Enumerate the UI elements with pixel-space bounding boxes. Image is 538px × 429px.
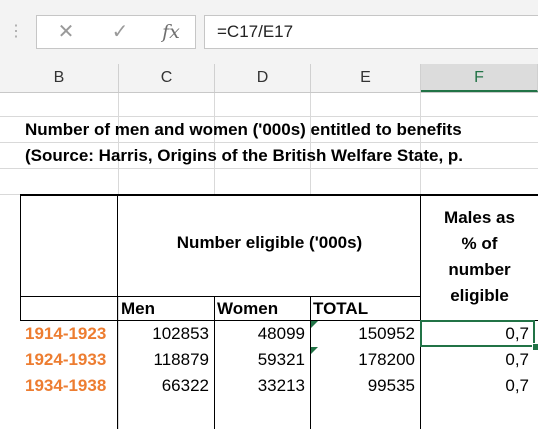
women-cell[interactable]: 33213 [257, 376, 305, 395]
sheet-title: Number of men and women ('000s) entitled… [25, 120, 462, 139]
column-header-c[interactable]: C [119, 64, 215, 92]
ratio-cell[interactable]: 0,7 [505, 376, 529, 395]
period-cell[interactable]: 1934-1938 [25, 376, 107, 395]
women-cell[interactable]: 48099 [257, 324, 305, 343]
insert-function-icon[interactable]: fx [162, 21, 180, 43]
formula-input[interactable]: =C17/E17 [204, 15, 538, 49]
column-header-f[interactable]: F [421, 64, 538, 92]
error-indicator-icon[interactable] [311, 321, 318, 328]
ratio-cell[interactable]: 0,7 [505, 350, 529, 369]
total-cell[interactable]: 178200 [358, 350, 415, 369]
sheet-source: (Source: Harris, Origins of the British … [25, 146, 463, 165]
total-cell[interactable]: 99535 [367, 376, 415, 395]
cancel-icon[interactable]: ✕ [57, 21, 75, 43]
men-cell[interactable]: 66322 [161, 376, 209, 395]
period-cell[interactable]: 1914-1923 [25, 324, 107, 343]
header-total: TOTAL [313, 299, 369, 318]
period-cell[interactable]: 1924-1933 [25, 350, 107, 369]
men-cell[interactable]: 102853 [152, 324, 209, 343]
column-header-d[interactable]: D [215, 64, 311, 92]
men-cell[interactable]: 118879 [153, 350, 209, 369]
header-men: Men [121, 299, 155, 318]
column-header-e[interactable]: E [311, 64, 421, 92]
formula-bar: ⋮ ✕ ✓ fx =C17/E17 [0, 0, 538, 64]
women-cell[interactable]: 59321 [257, 350, 305, 369]
formula-buttons: ✕ ✓ fx [36, 15, 196, 49]
grip-handle-icon[interactable]: ⋮ [8, 23, 24, 40]
column-headers: B C D E F [0, 64, 538, 93]
ratio-cell[interactable]: 0,7 [505, 324, 529, 343]
total-cell[interactable]: 150952 [358, 324, 415, 343]
header-number-eligible: Number eligible ('000s) [176, 233, 363, 252]
enter-icon[interactable]: ✓ [111, 21, 129, 43]
active-cell-selection[interactable] [420, 320, 535, 347]
header-women: Women [217, 299, 279, 318]
error-indicator-icon[interactable] [311, 347, 318, 354]
column-header-b[interactable]: B [0, 64, 119, 92]
merged-f-header [421, 296, 538, 319]
header-block [21, 196, 538, 296]
fill-handle[interactable] [532, 343, 538, 351]
